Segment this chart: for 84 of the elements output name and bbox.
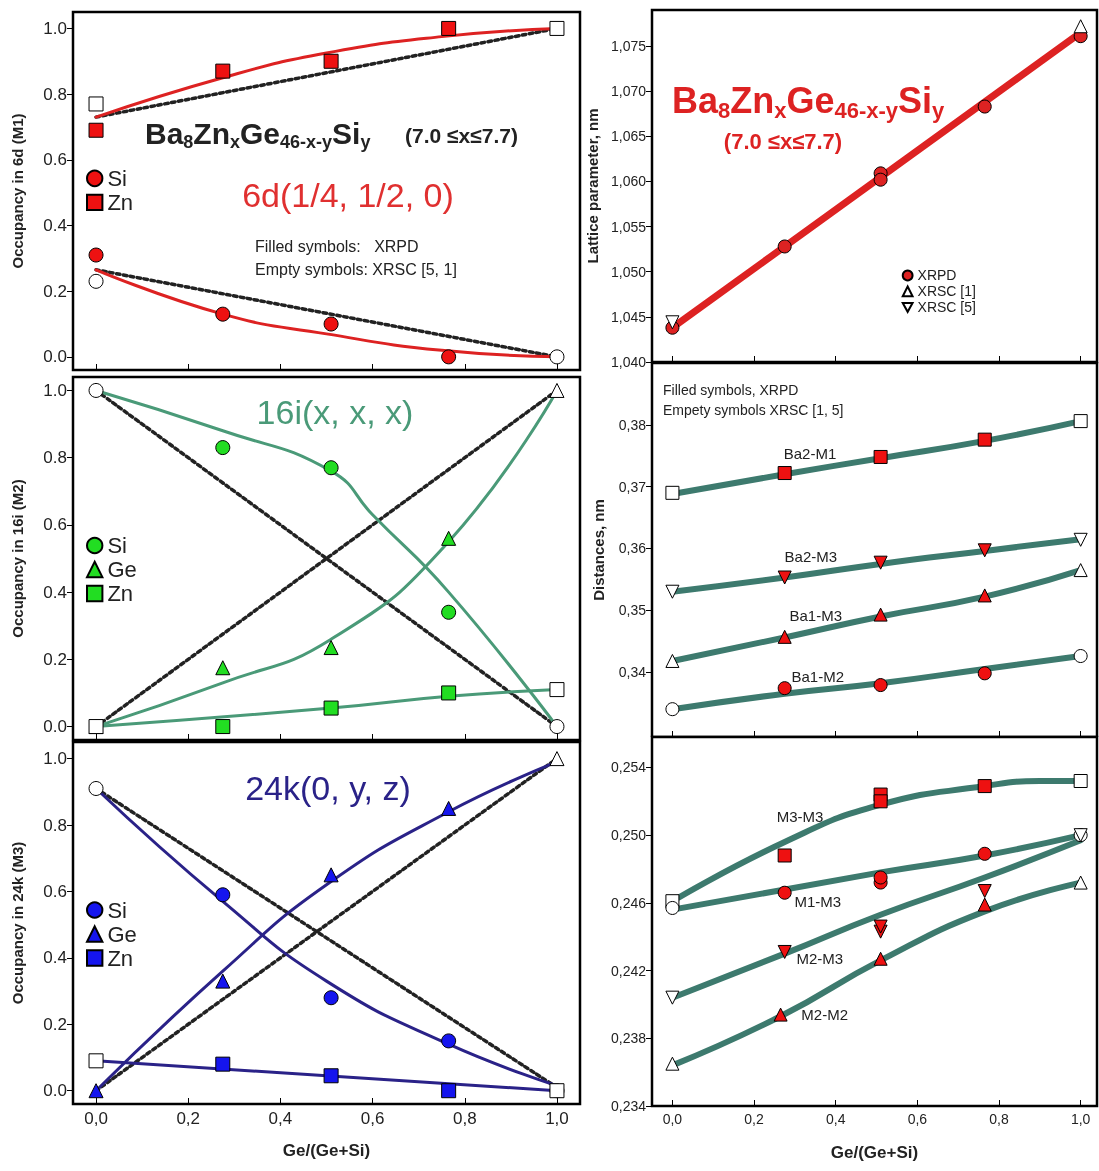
y-axis-title: Lattice parameter, nm <box>584 108 602 264</box>
y-tick-label: 0,37 <box>618 478 647 495</box>
y-tick-label: 1.0 <box>43 749 67 769</box>
legend-label: Si <box>107 897 127 923</box>
annotation: 6d(1/4, 1/2, 0) <box>242 176 454 214</box>
y-axis-title: Distances, nm <box>590 499 607 601</box>
y-tick-label: 0.0 <box>43 1081 67 1101</box>
text: (7.0 ≤x≤7.7) <box>723 128 843 154</box>
y-tick-label: 0.8 <box>43 815 67 835</box>
y-axis-title: Occupancy in 24k (M3) <box>9 841 26 1005</box>
y-tick-label: 0,38 <box>618 416 647 433</box>
x-tick-label: 0,4 <box>825 1111 846 1127</box>
annotation: M2-M3 <box>796 949 844 967</box>
y-axis-title: Occupancy in 16i (M2) <box>9 479 26 638</box>
y-tick-label: 0,34 <box>618 664 647 681</box>
y-tick-label: 1,060 <box>610 173 647 190</box>
legend-label: Ge <box>107 556 137 582</box>
y-tick-label: 0,36 <box>618 540 647 557</box>
legend-label: Si <box>107 165 127 191</box>
y-tick-label: 0.2 <box>43 649 67 669</box>
x-tick-label: 0,2 <box>176 1109 201 1128</box>
text: 16i(x, x, x) <box>256 393 414 431</box>
y-axis-title: Occupancy in 6d (M1) <box>9 113 26 269</box>
annotation: M3-M3 <box>776 808 824 826</box>
annotation: Ba1-M2 <box>791 667 845 685</box>
annotation: Empty symbols: XRSC [5, 1] <box>255 260 457 278</box>
x-tick-label: 0,2 <box>744 1111 765 1127</box>
x-tick-label: 0,8 <box>989 1111 1009 1127</box>
x-axis-title: Ge/(Ge+Si) <box>282 1141 371 1160</box>
legend-label: Zn <box>107 189 134 215</box>
annotation: M2-M2 <box>801 1006 849 1024</box>
y-tick-label: 0,238 <box>610 1030 647 1047</box>
y-tick-label: 0,250 <box>610 827 647 844</box>
y-tick-label: 0.2 <box>43 281 67 301</box>
annotation: Filled symbols: XRPD <box>255 237 419 255</box>
y-tick-label: 1,075 <box>610 38 647 55</box>
x-tick-label: 0,6 <box>360 1109 385 1128</box>
y-tick-label: 1.0 <box>43 380 67 400</box>
legend-label: Ge <box>107 921 137 947</box>
legend-label: XRSC [1] <box>917 283 976 300</box>
x-tick-label: 0,4 <box>268 1109 293 1128</box>
y-tick-label: 0,254 <box>610 759 647 776</box>
x-tick-label: 0,6 <box>907 1111 928 1127</box>
x-tick-label: 1,0 <box>1070 1111 1091 1127</box>
text: 24k(0, y, z) <box>245 769 411 807</box>
y-tick-label: 0,35 <box>618 602 647 619</box>
text: (7.0 ≤x≤7.7) <box>405 123 518 147</box>
y-tick-label: 0.4 <box>43 948 67 968</box>
y-tick-label: 0,234 <box>610 1098 647 1114</box>
annotation: Filled symbols, XRPD <box>663 382 799 398</box>
y-tick-label: 1,050 <box>610 263 647 280</box>
y-tick-label: 1,055 <box>610 218 647 235</box>
annotation: Empety symbols XRSC [1, 5] <box>663 402 844 418</box>
y-tick-label: 1,070 <box>610 83 647 100</box>
x-tick-label: 0,0 <box>84 1109 108 1128</box>
y-tick-label: 1,040 <box>610 354 647 370</box>
y-tick-label: 0.0 <box>43 347 67 367</box>
x-tick-label: 1,0 <box>545 1109 569 1128</box>
x-tick-label: 0,8 <box>452 1109 477 1128</box>
annotation: Ba2-M3 <box>784 548 838 566</box>
y-tick-label: 0.8 <box>43 448 67 468</box>
y-tick-label: 0,246 <box>610 894 647 911</box>
y-tick-label: 1,045 <box>610 308 647 325</box>
y-tick-label: 0,242 <box>610 962 647 979</box>
y-tick-label: 0.4 <box>43 582 67 602</box>
y-tick-label: 0.2 <box>43 1014 67 1034</box>
y-tick-label: 0.6 <box>43 881 67 901</box>
y-tick-label: 1.0 <box>43 18 67 38</box>
legend-label: Zn <box>107 945 134 971</box>
y-tick-label: 0.6 <box>43 515 67 535</box>
annotation: M1-M3 <box>794 892 842 910</box>
legend-label: Zn <box>107 580 134 606</box>
legend-label: XRSC [5] <box>917 299 976 316</box>
y-tick-label: 1,065 <box>610 128 647 145</box>
x-axis-title: Ge/(Ge+Si) <box>830 1143 919 1162</box>
x-tick-label: 0,0 <box>662 1111 683 1127</box>
y-tick-label: 0.8 <box>43 84 67 104</box>
annotation: Ba1-M3 <box>789 607 842 625</box>
annotation: Ba2-M1 <box>783 445 837 463</box>
legend-label: XRPD <box>917 267 957 284</box>
y-tick-label: 0.6 <box>43 150 67 170</box>
legend-label: Si <box>107 532 127 558</box>
y-tick-label: 0.4 <box>43 215 67 235</box>
y-tick-label: 0.0 <box>43 717 67 737</box>
